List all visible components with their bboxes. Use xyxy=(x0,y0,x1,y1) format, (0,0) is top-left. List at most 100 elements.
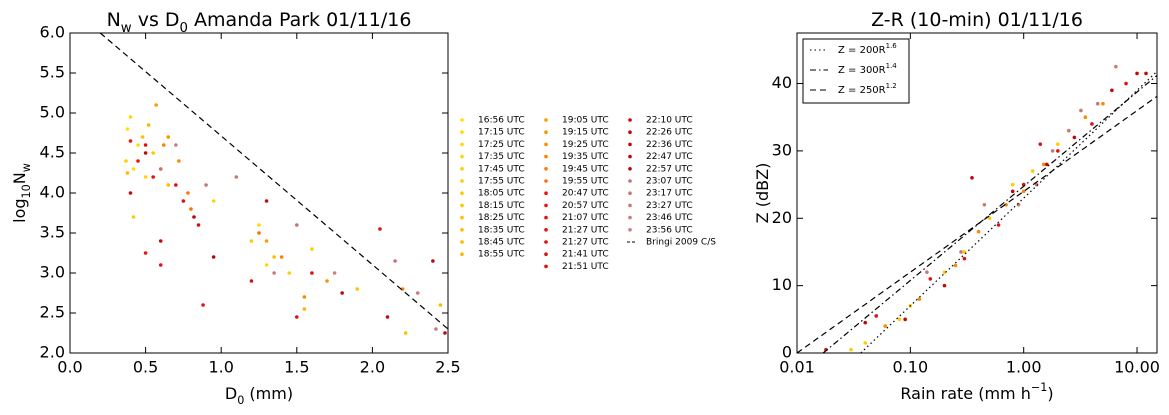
legend-label: 22:26 UTC xyxy=(646,128,693,138)
fit-line xyxy=(99,33,448,330)
legend-label: 18:35 UTC xyxy=(478,225,525,235)
legend-dot xyxy=(544,130,548,134)
y-tick-label: 4.0 xyxy=(40,183,65,202)
point xyxy=(976,229,981,234)
legend-dot xyxy=(544,215,548,220)
point xyxy=(1144,71,1148,76)
y-tick-label: 2.5 xyxy=(40,303,65,322)
point xyxy=(903,317,907,322)
legend-label: 17:55 UTC xyxy=(478,177,525,187)
text-part: Rain rate (mm h xyxy=(900,384,1030,403)
point xyxy=(264,263,269,267)
point xyxy=(234,175,239,179)
point xyxy=(942,270,947,274)
legend-dot xyxy=(628,228,632,232)
point xyxy=(393,259,397,263)
legend-label: 18:25 UTC xyxy=(478,213,525,223)
point xyxy=(1021,189,1026,194)
x-axis-label: Rain rate (mm h−1) xyxy=(900,381,1053,403)
point xyxy=(158,167,163,171)
legend-dot xyxy=(628,154,632,159)
point xyxy=(953,263,958,268)
legend-label: 21:51 UTC xyxy=(562,262,609,272)
legend-dot xyxy=(460,252,464,256)
point xyxy=(158,239,163,243)
point xyxy=(883,324,888,328)
legend-dot xyxy=(628,215,632,220)
text-part: N xyxy=(107,9,121,31)
point xyxy=(128,115,133,119)
point xyxy=(925,270,929,274)
point xyxy=(1114,64,1118,69)
point xyxy=(403,331,408,335)
point xyxy=(151,151,155,155)
text-part: Z (dBZ) xyxy=(753,163,772,224)
legend-label: 19:45 UTC xyxy=(562,164,609,174)
legend-dot xyxy=(544,118,548,122)
point xyxy=(310,271,314,275)
point xyxy=(340,291,344,295)
point xyxy=(1110,88,1114,93)
point xyxy=(204,183,208,187)
point xyxy=(438,303,443,307)
legend-dot xyxy=(544,167,548,171)
legend-dot xyxy=(460,215,464,220)
point xyxy=(378,227,382,231)
point xyxy=(1072,135,1077,140)
text-part: 0 xyxy=(237,394,244,407)
legend-dot xyxy=(628,130,632,134)
point xyxy=(249,279,254,283)
point xyxy=(1030,169,1035,173)
point xyxy=(1010,182,1015,187)
x-tick-label: 2.0 xyxy=(360,358,385,377)
legend-label: 22:10 UTC xyxy=(646,116,693,126)
legend-label: 21:27 UTC xyxy=(562,238,609,248)
legend-dot xyxy=(544,142,548,147)
point xyxy=(942,283,947,288)
point xyxy=(125,171,130,175)
point xyxy=(385,315,390,319)
point xyxy=(125,127,130,131)
text-part: (mm) xyxy=(244,384,293,403)
point xyxy=(128,139,133,143)
legend-label: Z = 300R1.4 xyxy=(838,62,897,76)
point xyxy=(295,315,299,319)
legend-label: 23:27 UTC xyxy=(646,201,693,211)
legend-dot xyxy=(460,179,464,183)
y-tick-label: 30 xyxy=(772,140,792,159)
chart-title: Z-R (10-min) 01/11/16 xyxy=(871,9,1083,31)
legend-dot xyxy=(544,252,548,256)
text-part: ) xyxy=(1047,384,1053,403)
legend-dot xyxy=(544,264,548,269)
point xyxy=(143,251,148,255)
point xyxy=(996,223,1001,227)
x-tick-label: 1.00 xyxy=(1006,358,1042,377)
legend-label: 19:55 UTC xyxy=(562,177,609,187)
point xyxy=(1050,149,1055,153)
x-tick-label: 10.00 xyxy=(1114,358,1160,377)
point xyxy=(158,263,163,267)
y-tick-label: 4.5 xyxy=(40,143,65,162)
point xyxy=(174,183,178,187)
point xyxy=(1038,142,1043,146)
legend-label: 22:36 UTC xyxy=(646,140,693,150)
point xyxy=(962,256,967,261)
point xyxy=(136,143,140,147)
point xyxy=(874,314,879,318)
point xyxy=(287,271,292,275)
point xyxy=(928,277,933,281)
legend-label: 17:15 UTC xyxy=(478,128,525,138)
point xyxy=(987,216,992,221)
legend-label: 17:25 UTC xyxy=(478,140,525,150)
legend-label: Z = 250R1.2 xyxy=(838,82,897,96)
point xyxy=(415,291,420,295)
point xyxy=(143,151,148,155)
point xyxy=(174,143,178,147)
point xyxy=(434,327,438,331)
x-tick-label: 0.01 xyxy=(779,358,815,377)
plot-area xyxy=(797,64,1157,353)
point xyxy=(264,199,269,203)
point xyxy=(863,320,868,325)
x-tick-label: 0.5 xyxy=(133,358,158,377)
